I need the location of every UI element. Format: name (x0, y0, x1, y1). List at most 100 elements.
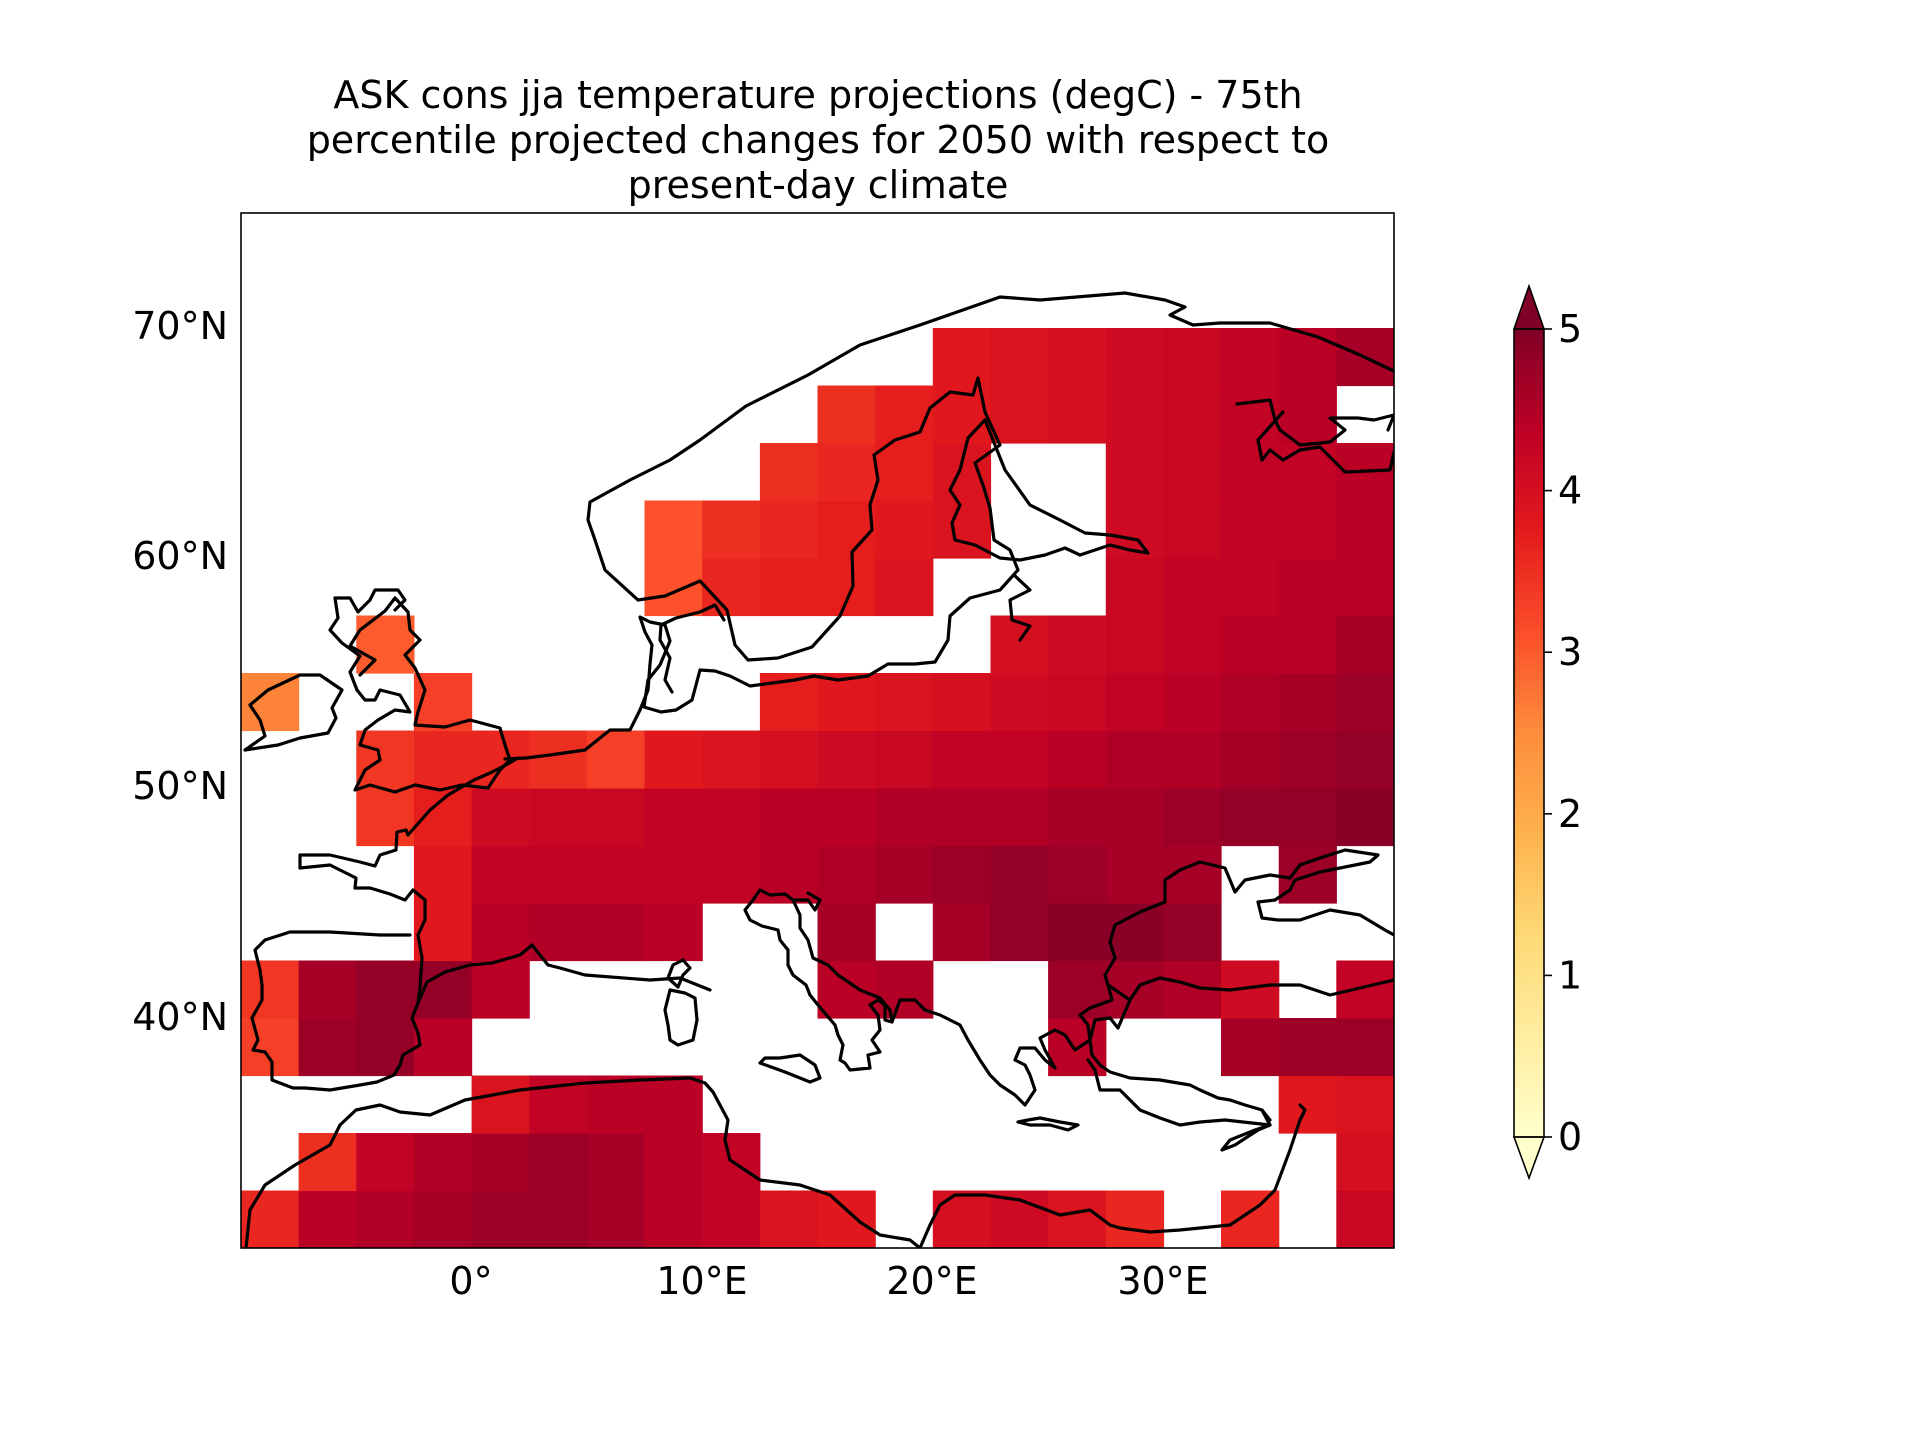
grid-cell (1105, 903, 1165, 962)
grid-cell (759, 443, 819, 502)
grid-cell (1105, 443, 1165, 502)
coastline-balkans (890, 848, 1394, 1107)
grid-cell (702, 788, 761, 847)
grid-cell (1105, 1190, 1165, 1248)
map-frame (240, 212, 1395, 1249)
grid-cell (1336, 1190, 1394, 1248)
grid-cell (875, 558, 934, 617)
coastline-sweden-east (948, 418, 1150, 562)
grid-cell (817, 500, 876, 559)
grid-cell (990, 788, 1049, 847)
grid-cell (586, 1190, 646, 1248)
grid-cell (759, 558, 819, 617)
grid-cell (817, 443, 876, 502)
grid-cell (644, 558, 703, 617)
grid-cell (644, 845, 703, 904)
grid-cell (529, 1133, 588, 1192)
grid-cell (1048, 788, 1107, 847)
grid-cell (1221, 328, 1280, 387)
grid-cell (932, 788, 992, 847)
grid-cell (1048, 673, 1107, 732)
grid-cell (1336, 500, 1394, 559)
grid-cell (875, 788, 934, 847)
grid-cell (644, 1075, 703, 1134)
lat-label-60n: 60°N (132, 534, 228, 578)
grid-cell (817, 1190, 876, 1248)
grid-cell (759, 1190, 819, 1248)
grid-cell (1048, 845, 1107, 904)
grid-cell (1163, 385, 1222, 444)
grid-cell (1048, 615, 1107, 674)
grid-cell (990, 903, 1049, 962)
grid-cell (471, 1133, 530, 1192)
grid-cell (990, 615, 1049, 674)
grid-cell (1394, 1133, 1452, 1191)
grid-cell (1163, 558, 1222, 617)
grid-cell (1394, 1076, 1452, 1134)
grid-cell (1163, 328, 1222, 387)
grid-cell (990, 673, 1049, 732)
grid-cell (759, 788, 819, 847)
grid-cell (1221, 385, 1280, 444)
coastline-great-britain (348, 596, 512, 794)
coastline-crete (1016, 1116, 1080, 1132)
coastline-ireland (243, 673, 344, 752)
grid-cell (529, 1190, 588, 1248)
grid-cell (298, 1133, 357, 1192)
grid-cell (1336, 788, 1394, 847)
grid-cell (241, 1190, 300, 1248)
grid-cell (644, 788, 703, 847)
coastline-gulf-finland (1008, 573, 1032, 642)
colorbar-extend-max (1512, 283, 1546, 330)
colorbar: 0 1 2 3 4 5 (1512, 283, 1582, 1181)
grid-cell (356, 730, 415, 789)
grid-cell (1336, 673, 1394, 732)
grid-cell (241, 673, 300, 732)
coastline-scotland-north (328, 588, 407, 692)
grid-cell (644, 500, 703, 559)
coastline-kola-white-sea (1235, 398, 1394, 447)
grid-cell (413, 1133, 473, 1192)
grid-cell (1221, 673, 1280, 732)
temperature-grid (241, 328, 1452, 1249)
grid-cell (1394, 616, 1452, 674)
grid-cell (817, 558, 876, 617)
grid-cell (1221, 730, 1280, 789)
colorbar-tick-label: 0 (1558, 1115, 1582, 1159)
grid-cell (702, 730, 761, 789)
coastline-turkey-south (1078, 983, 1272, 1127)
grid-cell (1394, 961, 1452, 1019)
grid-cell (1394, 1191, 1452, 1249)
grid-cell (875, 730, 934, 789)
grid-cell (990, 730, 1049, 789)
grid-cell (1105, 730, 1165, 789)
grid-cell (1278, 730, 1337, 789)
grid-cell (1336, 1075, 1394, 1134)
title-line-3: present-day climate (628, 163, 1009, 207)
grid-cell (1048, 328, 1107, 387)
coastline-libya-egypt (918, 1118, 1302, 1248)
grid-cell (1105, 673, 1165, 732)
grid-cell (586, 1075, 646, 1134)
grid-cell (1048, 730, 1107, 789)
grid-cell (413, 1190, 473, 1248)
colorbar-tick-label: 3 (1558, 630, 1582, 674)
grid-cell (1221, 1190, 1280, 1248)
grid-cell (586, 788, 646, 847)
coastline-norway-south (503, 376, 1020, 761)
grid-cell (932, 673, 992, 732)
grid-cell (1394, 731, 1452, 789)
grid-cell (1105, 328, 1165, 387)
coastline-north-africa (244, 1076, 922, 1248)
grid-cell (586, 730, 646, 789)
grid-cell (1105, 500, 1165, 559)
grid-cell (1163, 903, 1222, 962)
grid-cell (298, 960, 357, 1019)
grid-cell (471, 845, 530, 904)
grid-cell (413, 730, 473, 789)
grid-cell (1048, 960, 1107, 1019)
grid-cell (875, 443, 934, 502)
coastline-italy-west (743, 888, 894, 1072)
grid-cell (932, 845, 992, 904)
coastline-corsica-sardinia (666, 958, 692, 989)
